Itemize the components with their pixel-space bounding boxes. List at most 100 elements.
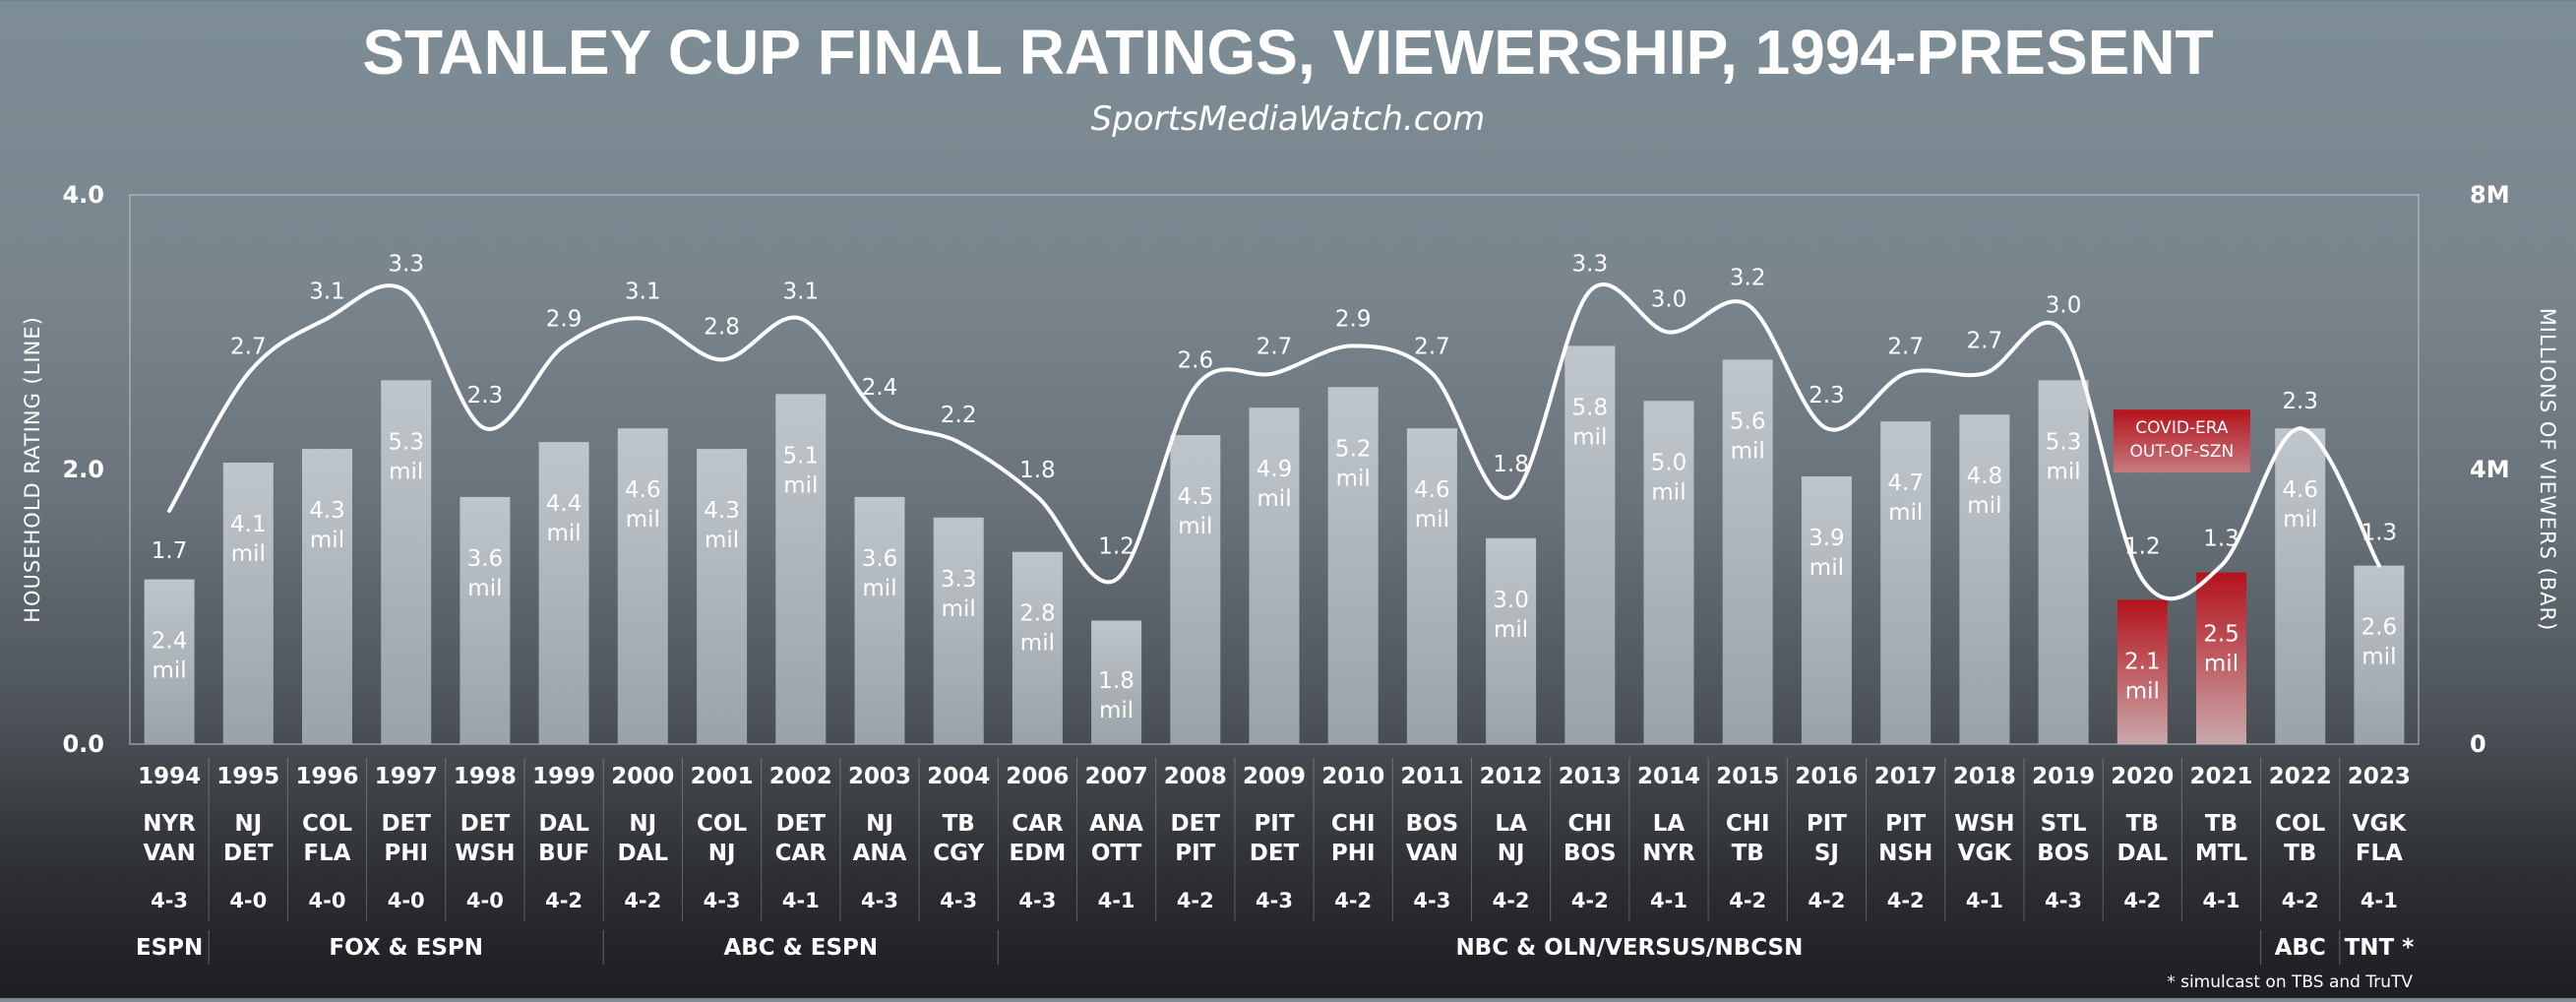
rating-label-2014: 3.0	[1651, 287, 1687, 313]
year-label-2014: 2014	[1637, 764, 1700, 789]
team-label-2013-1: CHI	[1567, 811, 1612, 837]
bar-value-label-2018: 4.8	[1967, 464, 2003, 489]
bar-1997	[381, 380, 432, 744]
bar-unit-label-2006: mil	[1020, 631, 1055, 657]
year-label-1994: 1994	[138, 764, 201, 789]
rating-line-group	[167, 282, 2381, 601]
team-label-1998-2: WSH	[455, 841, 515, 866]
right-axis-label: MILLIONS OF VIEWERS (BAR)	[2536, 308, 2559, 632]
bar-value-label-2015: 5.6	[1730, 408, 1766, 434]
team-label-2011-2: VAN	[1406, 841, 1458, 866]
bar-value-label-2016: 3.9	[1809, 526, 1845, 551]
year-label-2023: 2023	[2348, 764, 2411, 789]
rating-label-2000: 3.1	[625, 280, 661, 305]
year-label-2020: 2020	[2111, 764, 2174, 789]
bar-unit-label-2001: mil	[705, 528, 739, 553]
bar-value-label-2002: 5.1	[783, 443, 820, 469]
bar-unit-label-2021: mil	[2204, 652, 2239, 677]
left-axis-tick-top: 4.0	[62, 181, 104, 209]
bar-2010	[1327, 387, 1379, 744]
network-label-3: ABC & ESPN	[723, 935, 878, 961]
series-label-2012: 4-2	[1493, 889, 1530, 912]
bar-value-label-1994: 2.4	[152, 629, 188, 655]
bar-2022	[2275, 428, 2326, 744]
bar-2016	[1801, 476, 1852, 744]
bar-unit-label-2003: mil	[862, 576, 896, 601]
covid-annotation-line-2: OUT-OF-SZN	[2130, 442, 2235, 462]
bar-2003	[854, 496, 905, 744]
year-label-2011: 2011	[1400, 764, 1463, 789]
rating-label-1997: 3.3	[388, 252, 424, 278]
bar-unit-label-2022: mil	[2283, 507, 2317, 532]
bar-value-label-2021: 2.5	[2203, 622, 2239, 648]
series-label-1995: 4-0	[229, 889, 267, 912]
series-label-2003: 4-3	[861, 889, 898, 912]
year-label-2008: 2008	[1164, 764, 1227, 789]
series-label-2001: 4-3	[704, 889, 741, 912]
bar-value-label-1996: 4.3	[309, 498, 345, 524]
series-label-2017: 4-2	[1887, 889, 1925, 912]
bar-2002	[775, 394, 827, 744]
bar-unit-label-2020: mil	[2125, 679, 2160, 705]
team-label-2011-1: BOS	[1406, 811, 1459, 837]
rating-label-2021: 1.3	[2203, 527, 2239, 552]
rating-label-2019: 3.0	[2046, 293, 2082, 319]
rating-label-1999: 2.9	[546, 306, 583, 332]
bar-value-label-2000: 4.6	[625, 477, 661, 503]
bar-value-label-1998: 3.6	[467, 546, 504, 572]
rating-label-2023: 1.3	[2361, 521, 2398, 546]
bar-unit-label-2023: mil	[2361, 645, 2396, 670]
year-label-2004: 2004	[927, 764, 990, 789]
bar-value-label-2009: 4.9	[1257, 457, 1293, 482]
bar-unit-label-2013: mil	[1572, 424, 1607, 450]
rating-label-2022: 2.3	[2282, 389, 2318, 414]
rating-label-2017: 2.7	[1887, 334, 1924, 359]
bar-value-label-2006: 2.8	[1019, 601, 1056, 627]
bar-value-label-2023: 2.6	[2361, 615, 2398, 641]
rating-label-2007: 1.2	[1098, 534, 1135, 560]
series-label-2008: 4-2	[1177, 889, 1214, 912]
series-label-2010: 4-2	[1334, 889, 1372, 912]
bar-unit-label-2008: mil	[1178, 514, 1212, 539]
bar-value-label-2014: 5.0	[1651, 450, 1687, 475]
series-label-1997: 4-0	[388, 889, 425, 912]
bar-value-label-2020: 2.1	[2124, 650, 2161, 675]
year-label-2017: 2017	[1874, 764, 1937, 789]
series-label-2006: 4-3	[1018, 889, 1056, 912]
team-label-2003-2: ANA	[853, 841, 907, 866]
bar-1998	[460, 496, 511, 744]
team-label-2022-2: TB	[2284, 841, 2316, 866]
series-label-2009: 4-3	[1256, 889, 1293, 912]
team-label-2016-1: PIT	[1807, 811, 1847, 837]
team-label-2012-2: NJ	[1498, 841, 1525, 866]
bar-value-label-2004: 3.3	[941, 567, 977, 593]
team-label-1999-1: DAL	[538, 811, 589, 837]
rating-label-2011: 2.7	[1414, 334, 1450, 359]
bar-value-label-2012: 3.0	[1493, 588, 1529, 613]
team-label-1996-1: COL	[302, 811, 352, 837]
team-label-2002-1: DET	[776, 811, 827, 837]
bar-unit-label-1995: mil	[231, 541, 266, 567]
team-label-2002-2: CAR	[775, 841, 828, 866]
team-label-2014-1: LA	[1653, 811, 1686, 837]
series-label-1998: 4-0	[466, 889, 504, 912]
chart-title: STANLEY CUP FINAL RATINGS, VIEWERSHIP, 1…	[362, 17, 2213, 88]
rating-label-1994: 1.7	[152, 538, 188, 564]
bar-value-label-2017: 4.7	[1887, 470, 1924, 496]
year-label-2015: 2015	[1716, 764, 1779, 789]
team-label-2008-2: PIT	[1175, 841, 1215, 866]
bar-2015	[1722, 359, 1773, 744]
year-label-1998: 1998	[454, 764, 517, 789]
bar-value-label-2003: 3.6	[862, 546, 898, 572]
bar-2009	[1249, 407, 1300, 744]
series-label-2014: 4-1	[1650, 889, 1687, 912]
year-label-2000: 2000	[611, 764, 674, 789]
bar-unit-label-2000: mil	[626, 507, 660, 532]
team-label-2014-2: NYR	[1642, 841, 1695, 866]
year-label-2007: 2007	[1085, 764, 1148, 789]
table-group: 1994 NYR VAN 4-3 1995 NJ DET 4-0 1996 COL FLA 4-0 19…	[136, 758, 2414, 965]
series-label-1994: 4-3	[151, 889, 188, 912]
rating-label-2002: 3.1	[783, 280, 820, 305]
network-label-4: NBC & OLN/VERSUS/NBCSN	[1455, 935, 1803, 961]
